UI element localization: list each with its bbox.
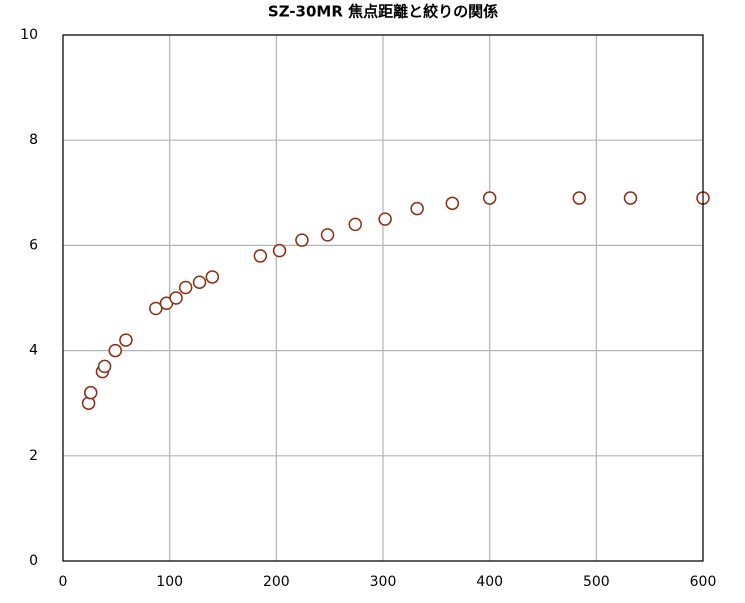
x-tick-label: 0 — [59, 574, 68, 590]
point — [445, 196, 460, 211]
grid — [62, 34, 704, 562]
y-tick-label: 2 — [29, 448, 38, 464]
x-tick-label: 400 — [476, 574, 503, 590]
point — [348, 217, 363, 232]
point — [178, 280, 193, 295]
point — [378, 212, 392, 226]
point — [572, 191, 587, 205]
point — [320, 228, 335, 242]
y-tick-label: 0 — [29, 553, 38, 569]
x-tick-label: 200 — [263, 574, 290, 590]
point — [192, 275, 207, 289]
plot-frame — [62, 34, 704, 562]
marks — [81, 191, 710, 410]
point — [97, 359, 112, 374]
y-tick-label: 8 — [29, 132, 38, 148]
point — [108, 343, 123, 358]
point — [295, 233, 309, 247]
y-tick-label: 6 — [29, 237, 38, 253]
point — [272, 243, 287, 258]
x-tick-label: 500 — [583, 574, 610, 590]
y-tick-label: 10 — [20, 27, 38, 43]
y-tick-label: 4 — [29, 343, 38, 359]
chart-title: SZ-30MR 焦点距離と絞りの関係 — [268, 3, 498, 21]
point — [623, 191, 638, 205]
x-tick-label: 100 — [156, 574, 183, 590]
point — [482, 191, 497, 205]
point — [205, 270, 220, 284]
x-tick-label: 300 — [370, 574, 397, 590]
point — [83, 385, 98, 400]
point — [149, 301, 163, 316]
point — [253, 249, 268, 263]
point — [410, 201, 424, 216]
x-tick-label: 600 — [690, 574, 717, 590]
point — [119, 333, 133, 347]
point — [169, 291, 183, 305]
